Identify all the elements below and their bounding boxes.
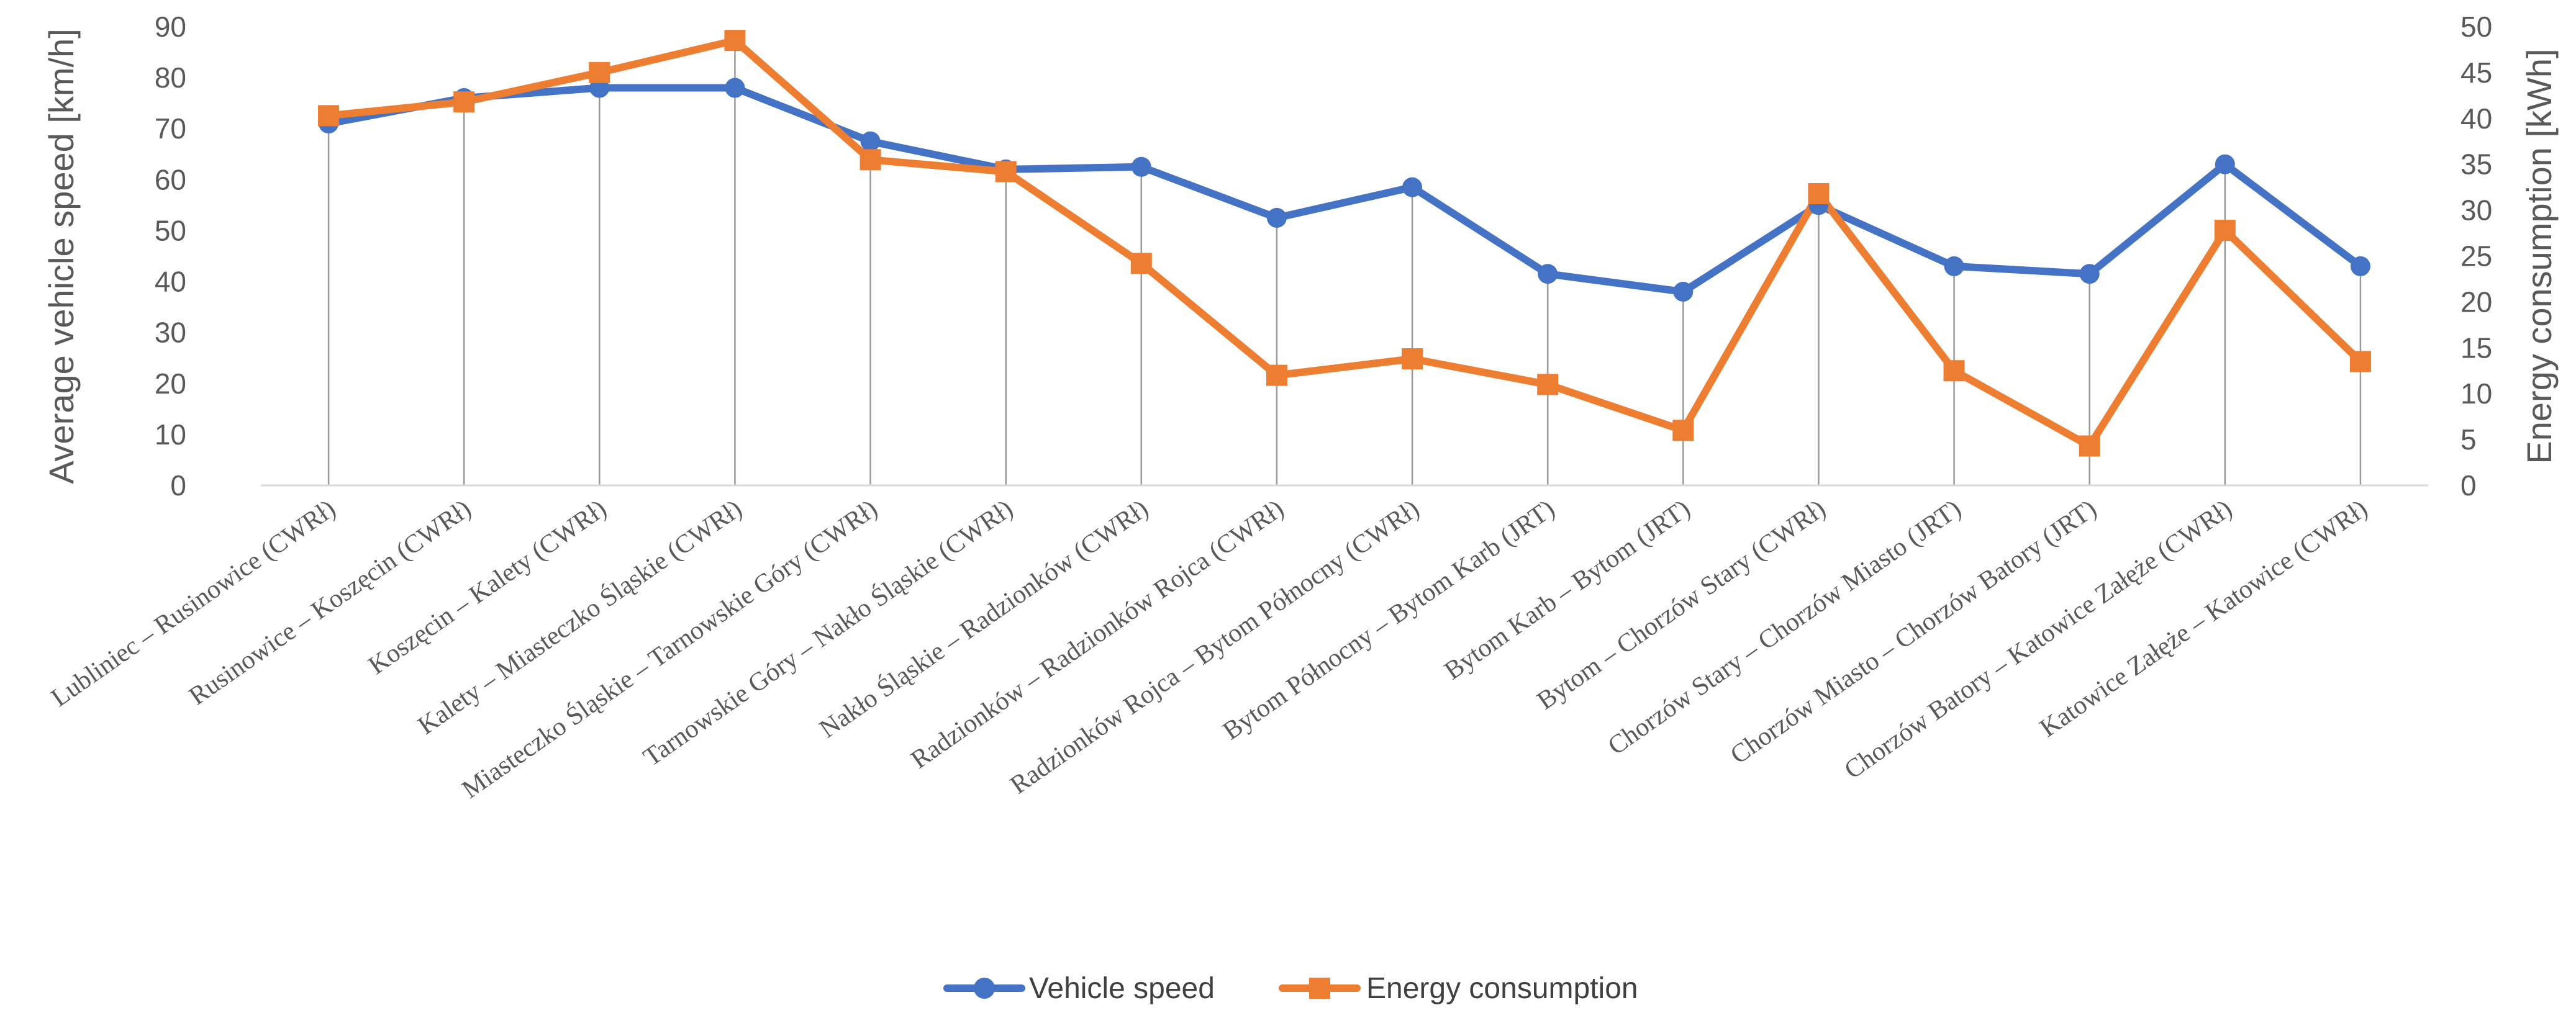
left-tick-0: 0 [170, 469, 186, 502]
right-tick-50: 50 [2460, 11, 2492, 43]
point-energy-consumption-10 [1537, 374, 1559, 395]
left-tick-80: 80 [155, 61, 186, 94]
right-tick-5: 5 [2460, 423, 2477, 456]
right-tick-45: 45 [2460, 56, 2492, 89]
left-axis-title: Average vehicle speed [km/h] [42, 29, 81, 484]
drop-lines [327, 40, 2362, 485]
point-vehicle-speed-7 [1131, 156, 1151, 177]
point-energy-consumption-7 [1130, 253, 1152, 274]
point-energy-consumption-4 [724, 30, 746, 52]
point-energy-consumption-6 [995, 161, 1017, 182]
point-vehicle-speed-16 [2350, 256, 2370, 276]
legend-label-vehicle-speed: Vehicle speed [1029, 972, 1215, 1005]
legend-label-energy-consumption: Energy consumption [1366, 972, 1638, 1005]
point-energy-consumption-14 [2079, 435, 2100, 457]
right-tick-25: 25 [2460, 240, 2492, 273]
right-tick-0: 0 [2460, 469, 2477, 502]
point-energy-consumption-11 [1672, 420, 1694, 441]
left-tick-90: 90 [155, 11, 186, 43]
right-axis-title: Energy consumption [kWh] [2519, 48, 2559, 464]
left-tick-70: 70 [155, 112, 186, 145]
left-axis-ticks: 0 10 20 30 40 50 60 70 80 90 [155, 11, 186, 502]
category-label-3: Koszęcin – Kalety (CWRł) [363, 495, 612, 680]
left-tick-30: 30 [155, 317, 186, 349]
point-energy-consumption-2 [453, 91, 475, 113]
point-energy-consumption-3 [589, 61, 610, 83]
series-line-energy-consumption [325, 37, 2364, 450]
point-vehicle-speed-8 [1266, 207, 1287, 228]
point-energy-consumption-15 [2214, 220, 2236, 241]
category-label-2: Rusinowice – Koszęcin (CWRł) [184, 495, 476, 711]
right-tick-35: 35 [2460, 148, 2492, 181]
right-tick-15: 15 [2460, 331, 2492, 364]
right-axis-ticks: 0 5 10 15 20 25 30 35 40 45 50 [2460, 11, 2492, 502]
point-energy-consumption-8 [1266, 364, 1287, 386]
point-energy-consumption-1 [318, 105, 340, 127]
left-tick-10: 10 [155, 418, 186, 451]
point-vehicle-speed-14 [2079, 264, 2100, 284]
left-tick-60: 60 [155, 163, 186, 196]
point-vehicle-speed-15 [2215, 154, 2235, 174]
point-vehicle-speed-9 [1402, 177, 1423, 197]
right-tick-30: 30 [2460, 194, 2492, 227]
point-vehicle-speed-10 [1538, 264, 1558, 284]
right-tick-40: 40 [2460, 102, 2492, 135]
point-energy-consumption-13 [1943, 360, 1965, 382]
point-energy-consumption-9 [1402, 348, 1423, 370]
series-markers [318, 30, 2371, 457]
left-tick-40: 40 [155, 266, 186, 298]
legend-marker-energy-consumption [1309, 978, 1330, 999]
left-tick-20: 20 [155, 367, 186, 400]
category-label-1: Lubliniec – Rusinowice (CWRł) [46, 495, 341, 713]
legend-item-vehicle-speed[interactable]: Vehicle speed [943, 972, 1215, 1005]
point-vehicle-speed-5 [860, 131, 881, 151]
point-vehicle-speed-11 [1673, 281, 1694, 302]
series-lines [325, 37, 2364, 450]
point-vehicle-speed-13 [1944, 256, 1964, 276]
legend-item-energy-consumption[interactable]: Energy consumption [1279, 972, 1638, 1005]
right-tick-20: 20 [2460, 286, 2492, 318]
category-label-11: Bytom Karb – Bytom (JRT) [1440, 495, 1695, 686]
point-energy-consumption-5 [859, 149, 881, 171]
category-labels: Lubliniec – Rusinowice (CWRł)Rusinowice … [46, 494, 2372, 804]
right-tick-10: 10 [2460, 377, 2492, 410]
point-energy-consumption-12 [1808, 182, 1830, 204]
legend: Vehicle speed Energy consumption [943, 972, 1638, 1005]
legend-marker-vehicle-speed [974, 978, 995, 999]
series-line-vehicle-speed [325, 84, 2364, 295]
point-vehicle-speed-4 [725, 78, 745, 98]
point-energy-consumption-16 [2349, 351, 2371, 372]
left-tick-50: 50 [155, 214, 186, 246]
